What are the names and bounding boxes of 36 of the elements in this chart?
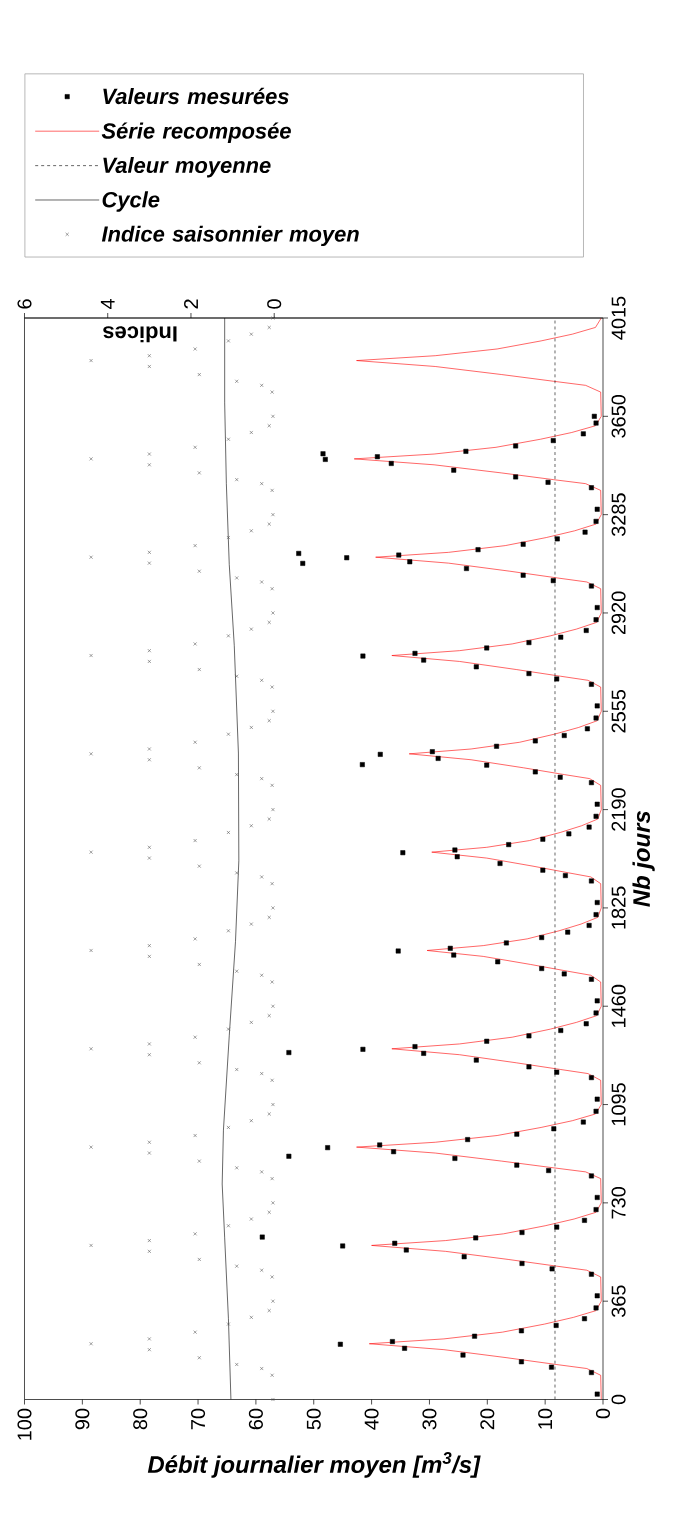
x-tick-label: 0 (595, 1408, 611, 1419)
x-tick-label: 90 (75, 1408, 90, 1430)
y-axis-title: Nb jours (632, 811, 655, 907)
y-tick-label: 2920 (611, 591, 626, 635)
x2-tick-label: 4 (100, 298, 115, 310)
x-tick-label: 30 (422, 1408, 437, 1430)
x-tick-label: 80 (133, 1408, 148, 1430)
x-axis-title: Débit journalier moyen [m$^{3}$/s] (147, 1452, 481, 1478)
x2-tick-label: 0 (267, 299, 282, 309)
x-tick-label: 40 (364, 1408, 379, 1430)
x-tick-label: 10 (538, 1408, 553, 1429)
x2-tick-label: 2 (184, 299, 198, 309)
x2-tick-label: 6 (17, 299, 32, 309)
x-tick-label: 100 (17, 1408, 32, 1440)
y-tick-label: 1825 (611, 886, 626, 929)
x-tick-label: 50 (306, 1408, 321, 1430)
legend-label: Cycle (102, 191, 160, 212)
x-tick-label: 20 (480, 1408, 495, 1430)
x2-axis-title: Indices (103, 326, 177, 343)
legend-label: Valeur moyenne (103, 156, 271, 178)
y-tick-label: 2555 (611, 689, 626, 733)
x-tick-label: 60 (248, 1408, 263, 1430)
line-series (353, 318, 602, 1400)
y-tick-label: 3650 (611, 394, 626, 438)
y-tick-label: 4015 (611, 296, 626, 340)
y-tick-label: 730 (611, 1187, 626, 1219)
y-tick-label: 0 (611, 1394, 626, 1405)
y-tick-label: 1095 (611, 1083, 626, 1126)
legend-label: Indice saisonnier moyen (101, 225, 359, 247)
y-tick-label: 2190 (611, 788, 626, 831)
y-tick-label: 365 (611, 1285, 626, 1318)
y-tick-label: 1460 (611, 984, 626, 1027)
legend-label: Série recomposée (101, 122, 291, 144)
x-tick-label: 70 (191, 1408, 206, 1430)
y-tick-label: 3285 (611, 493, 626, 537)
legend-label: Valeurs mesurées (103, 87, 289, 105)
